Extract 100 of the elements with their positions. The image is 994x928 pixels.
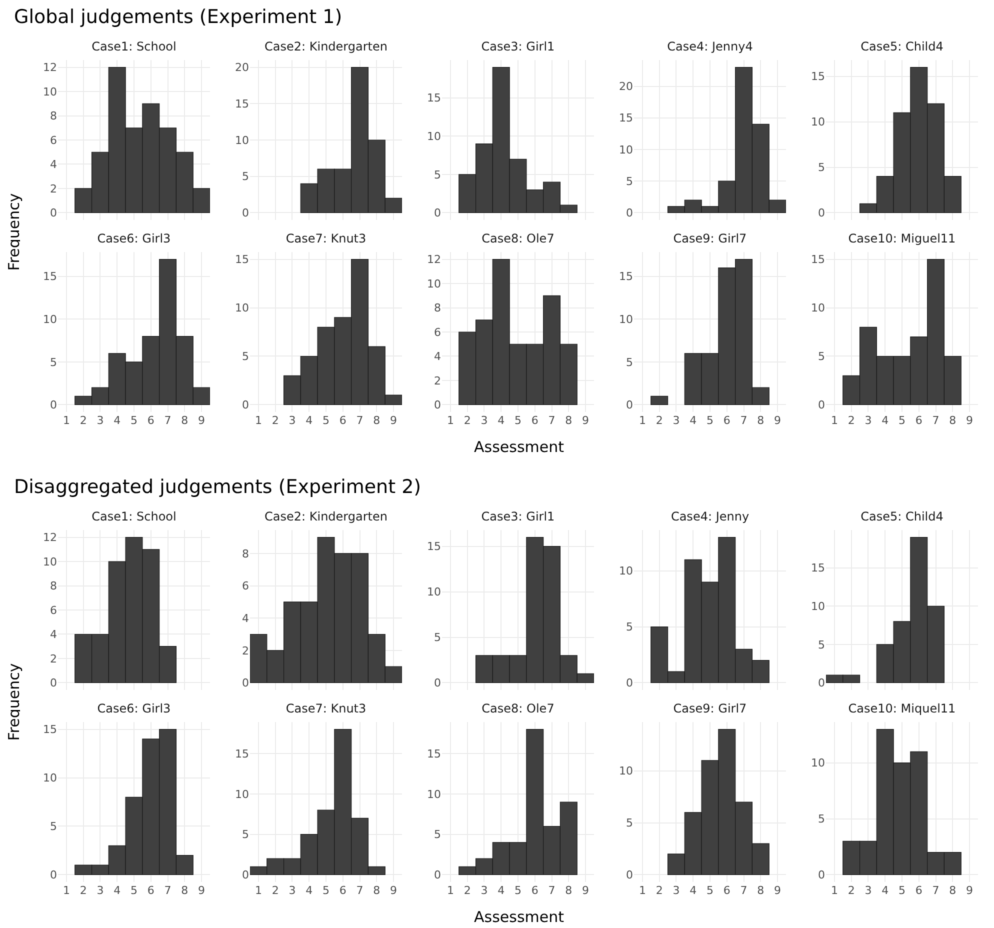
y-tick-label: 5 [818, 638, 825, 652]
y-tick-label: 8 [242, 547, 249, 560]
x-tick-label: 8 [949, 884, 956, 897]
chart-title: Case9: Girl7 [673, 231, 747, 246]
x-axis-title: Assessment [474, 438, 564, 456]
x-tick-label: 5 [130, 414, 138, 427]
chart-title: Case5: Child4 [860, 509, 944, 524]
y-tick-label: 0 [242, 868, 249, 882]
x-tick-label: 7 [548, 414, 556, 427]
x-tick-label: 6 [147, 884, 154, 897]
y-tick-label: 5 [434, 168, 441, 182]
y-tick-label: 5 [434, 828, 441, 842]
y-tick-label: 10 [43, 772, 57, 785]
y-tick-label: 0 [50, 206, 57, 220]
x-tick-label: 7 [548, 884, 556, 897]
y-tick-label: 15 [811, 70, 825, 84]
y-tick-label: 5 [50, 820, 57, 834]
x-tick-label: 7 [356, 884, 364, 897]
y-tick-label: 10 [43, 313, 57, 326]
x-tick-label: 6 [915, 884, 922, 897]
y-tick-label: 0 [434, 206, 441, 220]
text: Global judgements (Experiment 1) [14, 6, 342, 28]
y-tick-label: 10 [619, 143, 633, 156]
x-tick-label: 4 [690, 414, 697, 427]
x-tick-label: 5 [898, 884, 906, 897]
chart-title: Case1: School [92, 509, 176, 524]
x-tick-label: 4 [114, 884, 121, 897]
x-tick-label: 5 [898, 414, 906, 427]
x-axis-title: Assessment [474, 908, 564, 926]
x-tick-label: 7 [164, 414, 172, 427]
x-tick-label: 8 [181, 884, 188, 897]
y-tick-label: 5 [626, 816, 633, 830]
x-tick-label: 6 [531, 884, 538, 897]
y-tick-label: 6 [50, 604, 57, 617]
y-tick-label: 0 [434, 676, 441, 690]
y-tick-label: 10 [811, 116, 825, 129]
x-tick-label: 2 [272, 884, 279, 897]
x-tick-label: 3 [864, 884, 872, 897]
y-tick-label: 10 [427, 788, 441, 801]
x-tick-label: 3 [288, 884, 296, 897]
x-tick-label: 4 [306, 884, 313, 897]
y-tick-label: 12 [43, 61, 57, 74]
x-tick-label: 8 [565, 414, 572, 427]
x-tick-label: 5 [514, 414, 522, 427]
y-tick-label: 10 [43, 85, 57, 98]
x-tick-label: 6 [531, 414, 538, 427]
x-tick-label: 8 [757, 884, 764, 897]
y-tick-label: 10 [619, 564, 633, 578]
x-tick-label: 6 [147, 414, 154, 427]
y-tick-label: 5 [818, 161, 825, 174]
y-tick-label: 4 [50, 628, 57, 642]
y-tick-label: 4 [434, 350, 441, 364]
y-tick-label: 10 [235, 134, 249, 147]
x-tick-label: 5 [706, 414, 714, 427]
y-tick-label: 5 [242, 350, 249, 364]
x-tick-label: 2 [848, 884, 855, 897]
y-tick-label: 12 [427, 253, 441, 266]
x-tick-label: 3 [96, 884, 104, 897]
y-tick-label: 8 [434, 302, 441, 315]
x-tick-label: 2 [464, 414, 471, 427]
y-tick-label: 5 [818, 812, 825, 826]
chart-title: Case2: Kindergarten [264, 509, 388, 524]
y-tick-label: 0 [242, 398, 249, 412]
y-tick-label: 0 [626, 676, 633, 690]
y-tick-label: 6 [242, 580, 249, 593]
chart-title: Case9: Girl7 [673, 701, 747, 716]
x-tick-label: 8 [949, 414, 956, 427]
y-tick-label: 10 [811, 756, 825, 770]
y-tick-label: 10 [619, 764, 633, 778]
x-tick-label: 4 [306, 414, 313, 427]
text: Disaggregated judgements (Experiment 2) [14, 476, 422, 498]
chart-title: Case4: Jenny [670, 509, 750, 524]
y-tick-label: 15 [427, 540, 441, 554]
y-tick-label: 0 [242, 206, 249, 220]
x-tick-label: 2 [80, 414, 87, 427]
y-tick-label: 2 [434, 374, 441, 388]
y-axis-title: Frequency [5, 193, 23, 271]
x-tick-label: 2 [80, 884, 87, 897]
x-tick-label: 2 [656, 414, 663, 427]
y-tick-label: 0 [818, 676, 825, 690]
y-tick-label: 0 [50, 868, 57, 882]
x-tick-label: 8 [373, 884, 380, 897]
y-tick-label: 15 [235, 97, 249, 110]
x-tick-label: 3 [480, 884, 488, 897]
x-tick-label: 1 [638, 884, 646, 897]
y-tick-label: 8 [50, 110, 57, 123]
y-tick-label: 0 [626, 868, 633, 882]
x-tick-label: 2 [464, 884, 471, 897]
y-tick-label: 10 [619, 313, 633, 326]
x-tick-label: 9 [966, 414, 974, 427]
y-tick-label: 10 [811, 600, 825, 614]
x-tick-label: 3 [288, 414, 296, 427]
y-tick-label: 15 [427, 747, 441, 760]
y-tick-label: 20 [235, 61, 249, 74]
chart-title: Case10: Miquel11 [848, 701, 956, 716]
x-tick-label: 8 [565, 884, 572, 897]
y-tick-label: 0 [626, 206, 633, 220]
y-tick-label: 10 [43, 555, 57, 568]
y-tick-label: 0 [50, 398, 57, 412]
y-tick-label: 10 [427, 277, 441, 290]
